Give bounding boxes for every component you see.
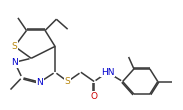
Text: S: S	[65, 77, 70, 86]
Text: N: N	[36, 78, 43, 87]
Text: N: N	[11, 58, 18, 67]
Text: HN: HN	[101, 68, 114, 77]
Text: S: S	[12, 42, 18, 51]
Text: O: O	[91, 92, 98, 101]
